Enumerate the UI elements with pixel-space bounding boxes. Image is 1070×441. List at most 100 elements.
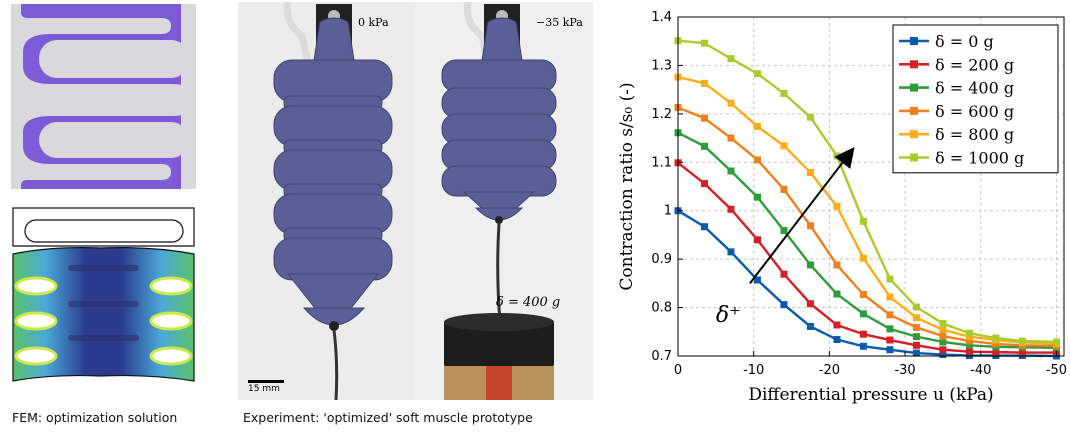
data-point <box>859 310 867 318</box>
y-tick-label: 1.4 <box>651 10 672 25</box>
fem-geometry-svg <box>11 4 196 189</box>
plot-frame <box>677 16 1065 357</box>
data-point <box>886 336 894 344</box>
x-axis-label: Differential pressure u (kPa) <box>748 385 993 405</box>
y-tick-label: 0.7 <box>651 349 672 364</box>
data-point <box>806 261 814 269</box>
data-point <box>727 167 735 175</box>
data-point <box>753 193 761 201</box>
data-point <box>939 351 947 359</box>
data-point <box>886 346 894 354</box>
y-tick-label: 1.3 <box>651 58 672 73</box>
data-point <box>965 348 973 356</box>
x-tick-label: -30 <box>894 363 915 378</box>
legend-swatch-marker <box>910 130 918 139</box>
data-point <box>912 303 920 311</box>
data-point <box>753 236 761 244</box>
data-point <box>700 142 708 150</box>
legend-entry: δ = 1000 g <box>935 149 1024 168</box>
data-point <box>886 275 894 283</box>
data-point <box>859 290 867 298</box>
data-point <box>700 79 708 87</box>
data-point <box>912 333 920 341</box>
fem-deformed-solution <box>11 206 196 386</box>
chart-legend: δ = 0 g δ = 200 g δ = 400 g δ = 600 g δ = 80… <box>892 24 1059 174</box>
y-tick-label: 0.9 <box>651 252 672 267</box>
data-point <box>965 341 973 349</box>
data-point <box>886 311 894 319</box>
right-pressure-label: −35 kPa <box>536 16 583 29</box>
data-point <box>780 90 788 98</box>
data-point <box>780 301 788 309</box>
y-axis-label: Contraction ratio s/s₀ (-) <box>617 82 637 290</box>
experiment-photo: 0 kPa −35 kPa δ = 400 g 15 mm <box>238 2 593 400</box>
data-point <box>753 122 761 130</box>
data-point <box>859 330 867 338</box>
data-point <box>886 325 894 333</box>
data-point <box>833 290 841 298</box>
data-point <box>992 348 1000 356</box>
left-pressure-label: 0 kPa <box>358 16 389 29</box>
data-point <box>912 323 920 331</box>
fem-caption: FEM: optimization solution <box>12 410 178 425</box>
data-point <box>780 227 788 235</box>
data-point <box>939 320 947 328</box>
fem-void <box>11 92 171 110</box>
contraction-chart: 0 -10 -20 -30 -40 -50 0.7 0.8 0.9 1 1.1 1.2 1.3 1.4 δ… <box>600 0 1070 437</box>
legend-entry: δ = 0 g <box>935 32 994 51</box>
fem-void <box>39 40 189 78</box>
data-point <box>912 341 920 349</box>
fem-solution-svg <box>12 207 195 382</box>
data-point <box>727 248 735 256</box>
data-point <box>939 332 947 340</box>
legend-entry: δ = 600 g <box>935 102 1014 121</box>
data-point <box>912 314 920 322</box>
data-point <box>780 270 788 278</box>
scale-bar-label: 15 mm <box>248 384 280 394</box>
data-point <box>992 334 1000 342</box>
data-point <box>859 217 867 225</box>
legend-box <box>892 24 1059 174</box>
load-label: δ = 400 g <box>496 295 561 310</box>
data-point <box>806 113 814 121</box>
legend-entry: δ = 200 g <box>935 55 1014 74</box>
y-tick-label: 1.1 <box>651 155 672 170</box>
data-point <box>727 134 735 142</box>
data-point <box>965 337 973 345</box>
data-point <box>1052 338 1060 346</box>
data-point <box>939 346 947 354</box>
legend-swatch-marker <box>910 106 918 115</box>
delta-arrow <box>749 147 855 284</box>
chart-series-layer <box>674 37 1060 360</box>
data-point <box>806 322 814 330</box>
y-tick-label: 0.8 <box>651 301 672 316</box>
data-point <box>965 329 973 337</box>
y-tick-label: 1 <box>664 204 672 219</box>
data-point <box>886 293 894 301</box>
x-tick-label: -20 <box>819 363 840 378</box>
legend-swatch-marker <box>910 60 918 69</box>
data-point <box>833 261 841 269</box>
legend-swatch-marker <box>910 153 918 162</box>
data-point <box>992 340 1000 348</box>
x-tick-label: -50 <box>1046 363 1067 378</box>
data-point <box>939 326 947 334</box>
data-point <box>780 185 788 193</box>
data-point <box>727 205 735 213</box>
data-point <box>806 300 814 308</box>
data-point <box>727 55 735 63</box>
data-point <box>700 180 708 188</box>
data-point <box>806 222 814 230</box>
fem-optimization-geometry <box>11 4 196 189</box>
x-tick-label: 0 <box>674 363 682 378</box>
legend-entry: δ = 800 g <box>935 125 1014 144</box>
fem-void <box>39 122 189 158</box>
data-point <box>700 223 708 231</box>
data-point <box>833 152 841 160</box>
experiment-photo-svg <box>238 2 593 400</box>
data-point <box>833 336 841 344</box>
fem-stress-field <box>12 247 195 382</box>
data-point <box>806 168 814 176</box>
delta-plus-label: δ⁺ <box>716 303 741 328</box>
data-point <box>753 276 761 284</box>
